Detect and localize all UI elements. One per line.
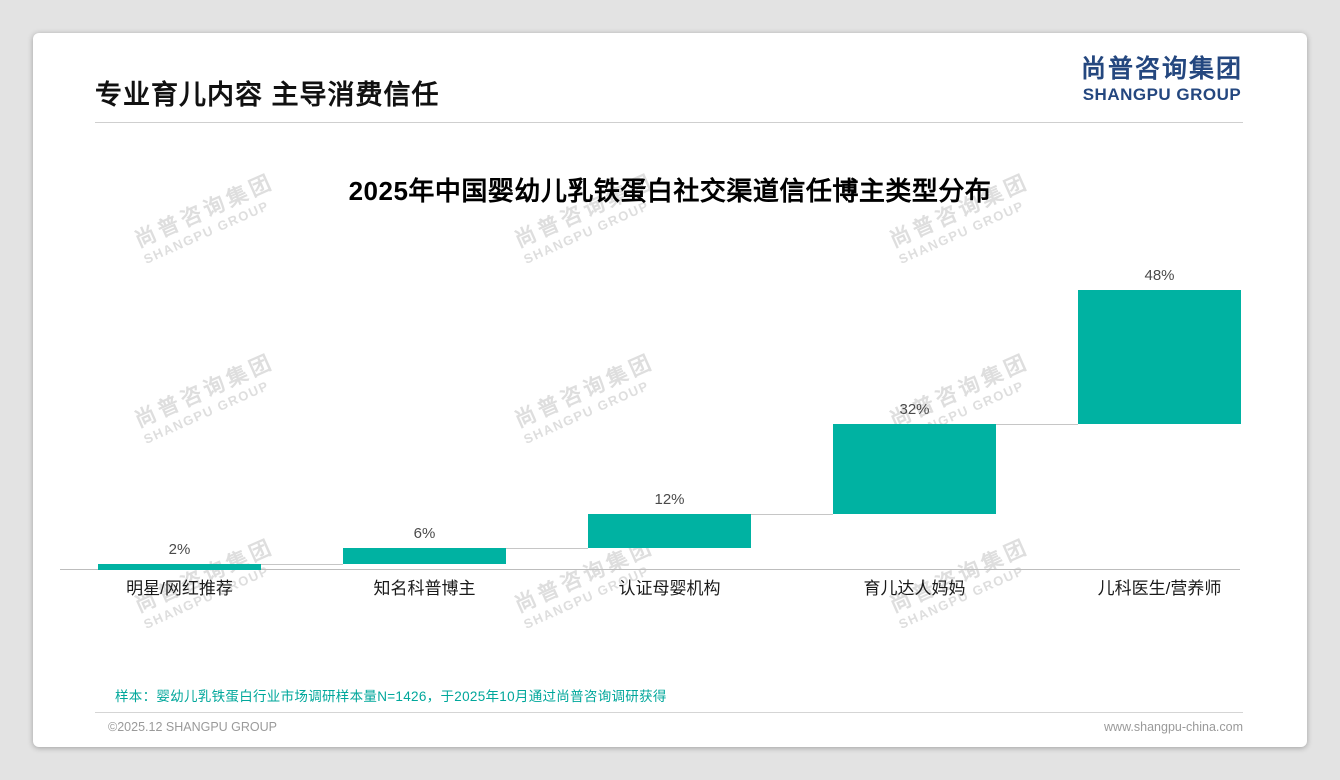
copyright-text: ©2025.12 SHANGPU GROUP [108,720,277,734]
page-title: 专业育儿内容 主导消费信任 [95,80,440,110]
chart-bar-3 [588,514,751,548]
category-label: 知名科普博主 [373,579,476,598]
chart-bar-2 [343,547,506,565]
bar-value-label: 32% [899,401,930,419]
category-label: 明星/网红推荐 [126,579,233,598]
bar-value-label: 2% [168,541,191,559]
bar-value-label: 6% [413,524,436,542]
website-text: www.shangpu-china.com [1104,720,1243,734]
category-label: 育儿达人妈妈 [863,579,966,598]
step-connector [506,547,588,549]
slide-card: 尚普咨询集团 SHANGPU GROUP 尚普咨询集团 SHANGPU GROUP 尚普… [33,33,1307,747]
sample-note: 样本：婴幼儿乳铁蛋白行业市场调研样本量N=1426，于2025年10月通过尚普咨… [115,689,667,704]
chart-plot: 2% 明星/网红推荐 6% 知名科普博主 12% 认证母婴机构 32% 育儿达人妈妈 48% 儿科… [60,233,1241,603]
bar-value-label: 12% [654,491,685,508]
step-connector [261,564,343,566]
header-divider [95,122,1243,123]
chart-baseline [60,569,1240,570]
footer-divider [95,712,1243,713]
step-connector [751,514,833,515]
bar-value-label: 48% [1144,267,1175,284]
logo-en-text: SHANGPU GROUP [1082,84,1242,104]
chart-bar-1 [98,564,261,570]
category-label: 儿科医生/营养师 [1097,579,1222,598]
chart-bar-4 [833,424,996,514]
category-label: 认证母婴机构 [618,579,721,598]
chart-title: 2025年中国婴幼儿乳铁蛋白社交渠道信任博主类型分布 [348,176,992,206]
chart-area: 2% 明星/网红推荐 6% 知名科普博主 12% 认证母婴机构 32% 育儿达人妈妈 48% 儿科… [60,233,1241,603]
slide-header: 专业育儿内容 主导消费信任 尚普咨询集团 SHANGPU GROUP [95,55,1243,112]
chart-bar-5 [1078,290,1241,425]
logo-cn-text: 尚普咨询集团 [1080,55,1243,83]
company-logo: 尚普咨询集团 SHANGPU GROUP [1081,55,1243,104]
step-connector [996,424,1078,426]
slide-footer: ©2025.12 SHANGPU GROUP www.shangpu-china… [108,720,1243,734]
